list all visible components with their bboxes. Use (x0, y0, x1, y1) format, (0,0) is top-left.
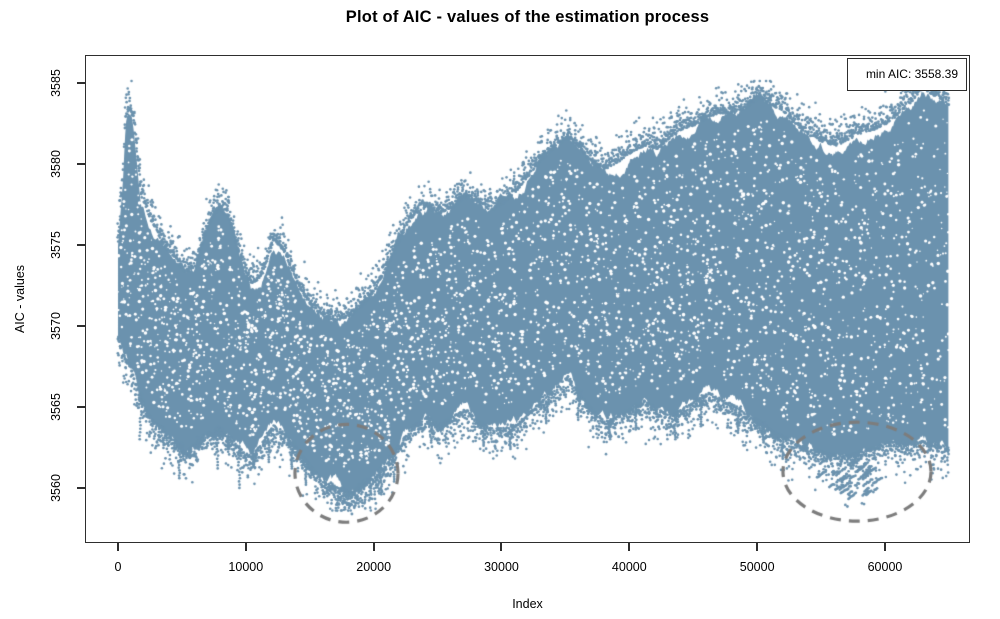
y-tick-mark (77, 243, 85, 246)
x-tick-mark (116, 543, 119, 551)
y-tick-label: 3570 (49, 311, 63, 340)
y-tick-mark (77, 324, 85, 327)
y-tick-label: 3560 (49, 473, 63, 502)
x-tick-label: 40000 (611, 560, 647, 574)
y-tick-label: 3575 (49, 230, 63, 259)
legend-box: min AIC: 3558.39 (847, 58, 967, 91)
y-tick-mark (77, 405, 85, 408)
x-tick-label: 20000 (356, 560, 392, 574)
y-tick-label: 3585 (49, 68, 63, 97)
x-tick-mark (628, 543, 631, 551)
x-tick-mark (372, 543, 375, 551)
legend-label: min AIC: 3558.39 (865, 67, 958, 81)
x-tick-label: 60000 (867, 560, 903, 574)
x-tick-mark (756, 543, 759, 551)
x-tick-label: 30000 (484, 560, 519, 574)
y-tick-mark (77, 486, 85, 489)
x-axis-title: Index (512, 597, 543, 611)
scatter-canvas (85, 55, 970, 543)
chart-title: Plot of AIC - values of the estimation p… (345, 8, 710, 26)
y-tick-label: 3580 (49, 149, 63, 178)
x-tick-label: 50000 (739, 560, 775, 574)
x-tick-mark (244, 543, 247, 551)
x-tick-mark (883, 543, 886, 551)
x-tick-mark (500, 543, 503, 551)
y-axis-title: AIC - values (13, 264, 27, 334)
y-tick-mark (77, 81, 85, 84)
y-tick-mark (77, 162, 85, 165)
x-tick-label: 10000 (228, 560, 264, 574)
x-tick-label: 0 (114, 560, 122, 574)
y-tick-label: 3565 (49, 392, 63, 421)
